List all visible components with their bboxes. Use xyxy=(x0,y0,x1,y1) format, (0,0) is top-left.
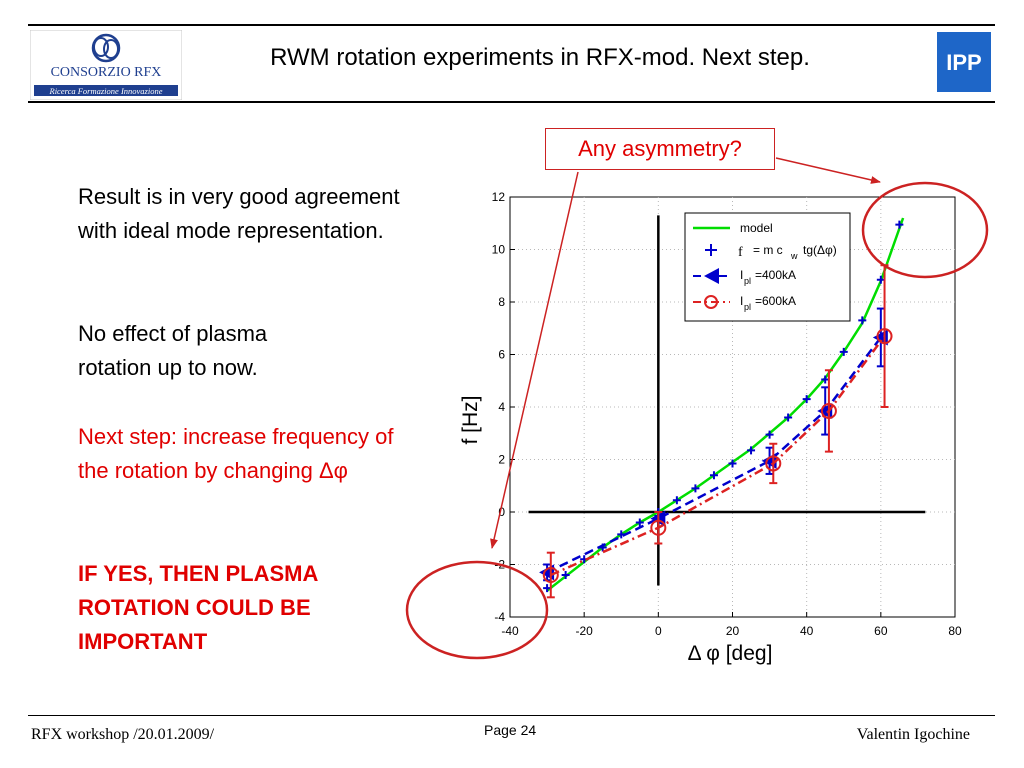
logo-name-text: CONSORZIO RFX xyxy=(51,65,162,80)
legend-i600-label: I xyxy=(740,294,743,308)
data-point-circle xyxy=(650,519,667,536)
logo-tagline-text: Ricerca Formazione Innovazione xyxy=(49,86,163,96)
data-point-plus xyxy=(876,275,885,284)
x-tick-label: 80 xyxy=(948,624,962,638)
asymmetry-callout: Any asymmetry? xyxy=(545,128,775,170)
arrow-to-upper xyxy=(775,157,881,184)
x-tick-label: 40 xyxy=(800,624,814,638)
y-tick-label: 4 xyxy=(498,400,505,414)
data-point-plus xyxy=(543,584,552,593)
data-point-plus xyxy=(672,496,681,505)
x-tick-label: 60 xyxy=(874,624,888,638)
y-tick-label: 8 xyxy=(498,295,505,309)
ipp-logo: IPP xyxy=(937,32,991,92)
data-point-plus xyxy=(802,395,811,404)
series-line-2 xyxy=(546,336,882,574)
legend-i400: =400kA xyxy=(755,268,796,282)
legend-formula-marker xyxy=(705,244,717,256)
header-top-rule xyxy=(28,24,995,26)
data-point-plus xyxy=(784,413,793,422)
data-point-plus xyxy=(709,471,718,480)
page-title: RWM rotation experiments in RFX-mod. Nex… xyxy=(270,44,810,71)
data-point-circle xyxy=(765,455,782,472)
x-axis-label: Δ φ [deg] xyxy=(688,642,773,665)
data-point-plus xyxy=(561,571,570,579)
x-tick-label: 0 xyxy=(655,624,662,638)
footer-rule xyxy=(28,715,995,716)
legend-formula-text: = m c xyxy=(753,243,783,257)
paragraph-next-step: Next step: increase frequency of the rot… xyxy=(78,424,394,483)
y-tick-label: 0 xyxy=(498,505,505,519)
legend-triangle-marker xyxy=(704,268,719,284)
y-tick-label: 6 xyxy=(498,348,505,362)
consorzio-rfx-logo: CONSORZIO RFX Ricerca Formazione Innovaz… xyxy=(30,30,182,100)
ipp-logo-text: IPP xyxy=(946,50,981,75)
legend-i600-sub: pl xyxy=(744,302,751,312)
y-tick-label: 10 xyxy=(492,243,506,257)
x-tick-label: -40 xyxy=(501,624,519,638)
y-tick-label: -4 xyxy=(494,610,505,624)
data-point-circle xyxy=(876,328,893,345)
legend-formula-sub: w xyxy=(790,251,798,261)
footer-page-number: Page 24 xyxy=(484,722,537,738)
data-point-plus xyxy=(821,375,830,384)
legend-formula-f: f xyxy=(738,245,743,260)
legend-i400-sub: pl xyxy=(744,276,751,286)
data-point-plus xyxy=(895,220,904,229)
data-point-plus xyxy=(839,347,848,356)
y-tick-label: 2 xyxy=(498,453,505,467)
data-point-circle xyxy=(820,402,837,419)
footer-author: Valentin Igochine xyxy=(856,726,970,743)
paragraph-no-effect: No effect of plasma rotation up to now. xyxy=(78,321,268,380)
series-layer xyxy=(539,217,905,599)
x-tick-label: -20 xyxy=(575,624,593,638)
paragraph-agreement: Result is in very good agreement with id… xyxy=(78,184,400,243)
x-tick-label: 20 xyxy=(726,624,740,638)
data-point-plus xyxy=(765,430,774,439)
legend-model: model xyxy=(740,221,773,235)
data-point-plus xyxy=(747,446,756,455)
footer-event: RFX workshop /20.01.2009/ xyxy=(31,726,215,743)
legend-formula-tail: tg(Δφ) xyxy=(803,243,837,257)
legend-circle-marker xyxy=(704,295,718,309)
data-point-plus xyxy=(858,316,867,325)
legend-i600: =600kA xyxy=(755,294,796,308)
data-point-plus xyxy=(691,484,700,493)
data-point-plus xyxy=(635,518,644,527)
paragraph-conclusion: IF YES, THEN PLASMA ROTATION COULD BE IM… xyxy=(78,561,318,654)
legend-i400-label: I xyxy=(740,268,743,282)
arrow-to-lower xyxy=(490,171,579,549)
y-tick-label: 12 xyxy=(492,190,506,204)
highlight-circle-lower xyxy=(405,560,549,660)
data-point-circle xyxy=(542,567,559,583)
y-axis-label: f [Hz] xyxy=(459,395,482,444)
legend: model f = m c w tg(Δφ) I pl =400kA I pl … xyxy=(684,212,851,322)
highlight-circle-upper xyxy=(861,181,989,279)
header-bottom-rule xyxy=(28,101,995,103)
data-point-plus xyxy=(728,459,737,468)
